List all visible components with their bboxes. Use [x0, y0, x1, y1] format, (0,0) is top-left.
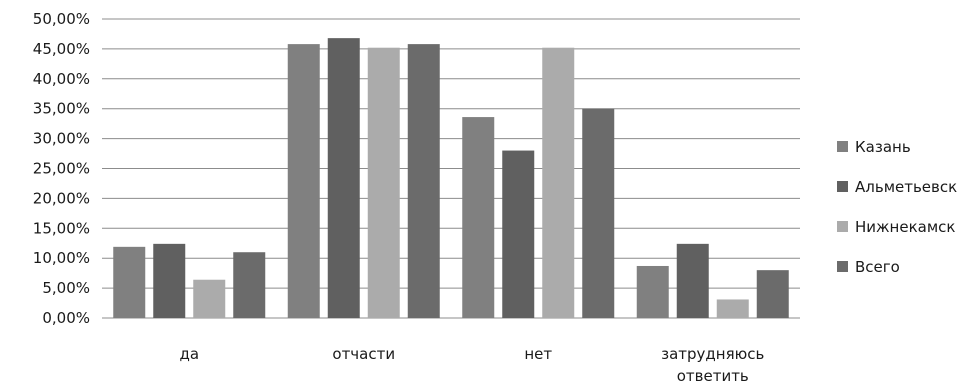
y-axis-tick-labels: 0,00% 5,00% 10,00% 15,00% 20,00% 25,00% 30,00%… — [33, 10, 90, 327]
y-tick-label: 0,00% — [42, 309, 90, 327]
legend-swatch — [837, 141, 848, 152]
x-category-label: ответить — [677, 367, 749, 385]
legend-swatch — [837, 181, 848, 192]
bar — [676, 243, 709, 318]
bar — [756, 270, 789, 318]
bar — [327, 38, 360, 319]
bar — [153, 243, 186, 318]
y-tick-label: 50,00% — [33, 10, 90, 28]
legend-label: Казань — [855, 138, 911, 156]
bar — [193, 279, 226, 318]
bar — [287, 44, 320, 319]
y-tick-label: 45,00% — [33, 40, 90, 58]
bar — [113, 246, 146, 318]
y-tick-label: 40,00% — [33, 70, 90, 88]
legend-label: Нижнекамск — [855, 218, 955, 236]
y-tick-label: 35,00% — [33, 100, 90, 118]
bar — [367, 47, 400, 318]
bar — [462, 117, 495, 319]
y-tick-label: 10,00% — [33, 249, 90, 267]
x-category-label: затрудняюсь — [661, 345, 764, 363]
y-tick-label: 30,00% — [33, 130, 90, 148]
bars — [113, 38, 789, 319]
legend-label: Альметьевск — [855, 178, 957, 196]
y-tick-label: 20,00% — [33, 189, 90, 207]
bar — [636, 265, 669, 318]
y-tick-label: 15,00% — [33, 219, 90, 237]
bar — [716, 299, 749, 318]
y-tick-label: 25,00% — [33, 160, 90, 178]
legend-swatch — [837, 261, 848, 272]
legend: Казань Альметьевск Нижнекамск Всего — [837, 138, 957, 276]
bar — [542, 47, 575, 318]
bar — [582, 108, 615, 318]
x-category-label: да — [179, 345, 199, 363]
bar — [233, 252, 266, 318]
legend-swatch — [837, 221, 848, 232]
x-category-label: отчасти — [332, 345, 395, 363]
x-axis-category-labels: да отчасти нет затрудняюсь ответить — [179, 345, 764, 385]
x-category-label: нет — [524, 345, 552, 363]
bar — [407, 44, 440, 319]
legend-label: Всего — [855, 258, 900, 276]
y-tick-label: 5,00% — [42, 279, 90, 297]
bar — [502, 150, 535, 318]
